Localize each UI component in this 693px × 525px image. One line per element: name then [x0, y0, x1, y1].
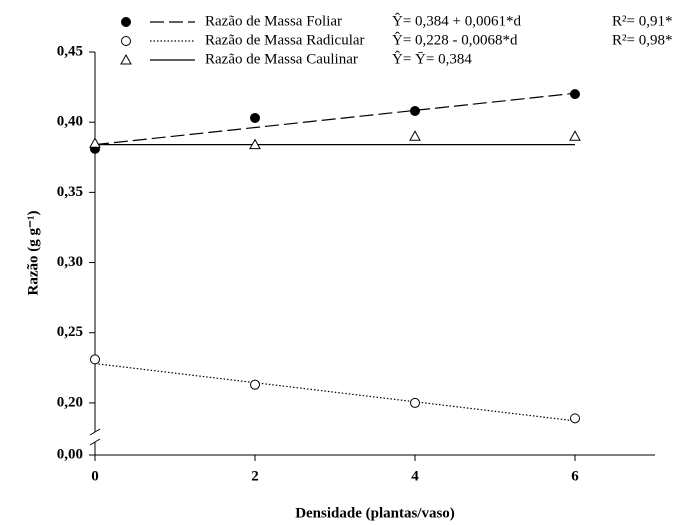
legend-marker: [121, 36, 131, 46]
point: [89, 137, 101, 148]
legend-label: Razão de Massa Caulinar: [205, 51, 358, 67]
x-axis-label: Densidade (plantas/vaso): [295, 505, 455, 521]
y-axis-label: Razão (g g⁻¹): [25, 211, 41, 296]
x-tick-label: 2: [251, 468, 259, 484]
point: [409, 130, 421, 141]
y-tick-label: 0,20: [57, 394, 83, 410]
x-tick-label: 6: [571, 468, 579, 484]
equation: Ŷ= 0,384 + 0,0061*d: [392, 12, 522, 29]
point: [410, 105, 420, 116]
equation: Ŷ= 0,228 - 0,0068*d: [392, 31, 518, 48]
point: [569, 130, 581, 141]
x-tick-label: 0: [91, 468, 99, 484]
legend-label: Razão de Massa Foliar: [205, 13, 342, 29]
axis-break: [89, 438, 101, 446]
y-tick-label: 0,25: [57, 324, 83, 340]
point: [410, 397, 420, 408]
y-tick-label: 0,30: [57, 254, 83, 270]
point: [250, 379, 260, 390]
legend-marker: [120, 53, 132, 65]
x-tick-label: 4: [411, 468, 419, 484]
axis-break: [89, 428, 101, 436]
r-squared: R²= 0,91*: [612, 13, 672, 29]
point: [90, 354, 100, 365]
legend-label: Razão de Massa Radicular: [205, 32, 365, 48]
point: [570, 413, 580, 424]
legend-marker: [121, 17, 131, 27]
equation: Ŷ= Ȳ= 0,384: [392, 50, 472, 67]
fit-line: [94, 92, 576, 146]
y-tick-label: 0,40: [57, 114, 83, 130]
point: [250, 112, 260, 123]
y-tick-label: 0,45: [57, 43, 83, 59]
r-squared: R²= 0,98*: [612, 32, 672, 48]
fit-line: [94, 363, 576, 422]
y-tick-label: 0,35: [57, 184, 83, 200]
point: [570, 89, 580, 100]
y-tick-label: 0,00: [57, 446, 83, 462]
point: [249, 138, 261, 150]
